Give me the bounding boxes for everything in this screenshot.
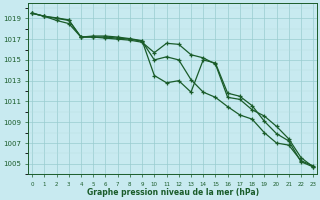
X-axis label: Graphe pression niveau de la mer (hPa): Graphe pression niveau de la mer (hPa)	[87, 188, 259, 197]
